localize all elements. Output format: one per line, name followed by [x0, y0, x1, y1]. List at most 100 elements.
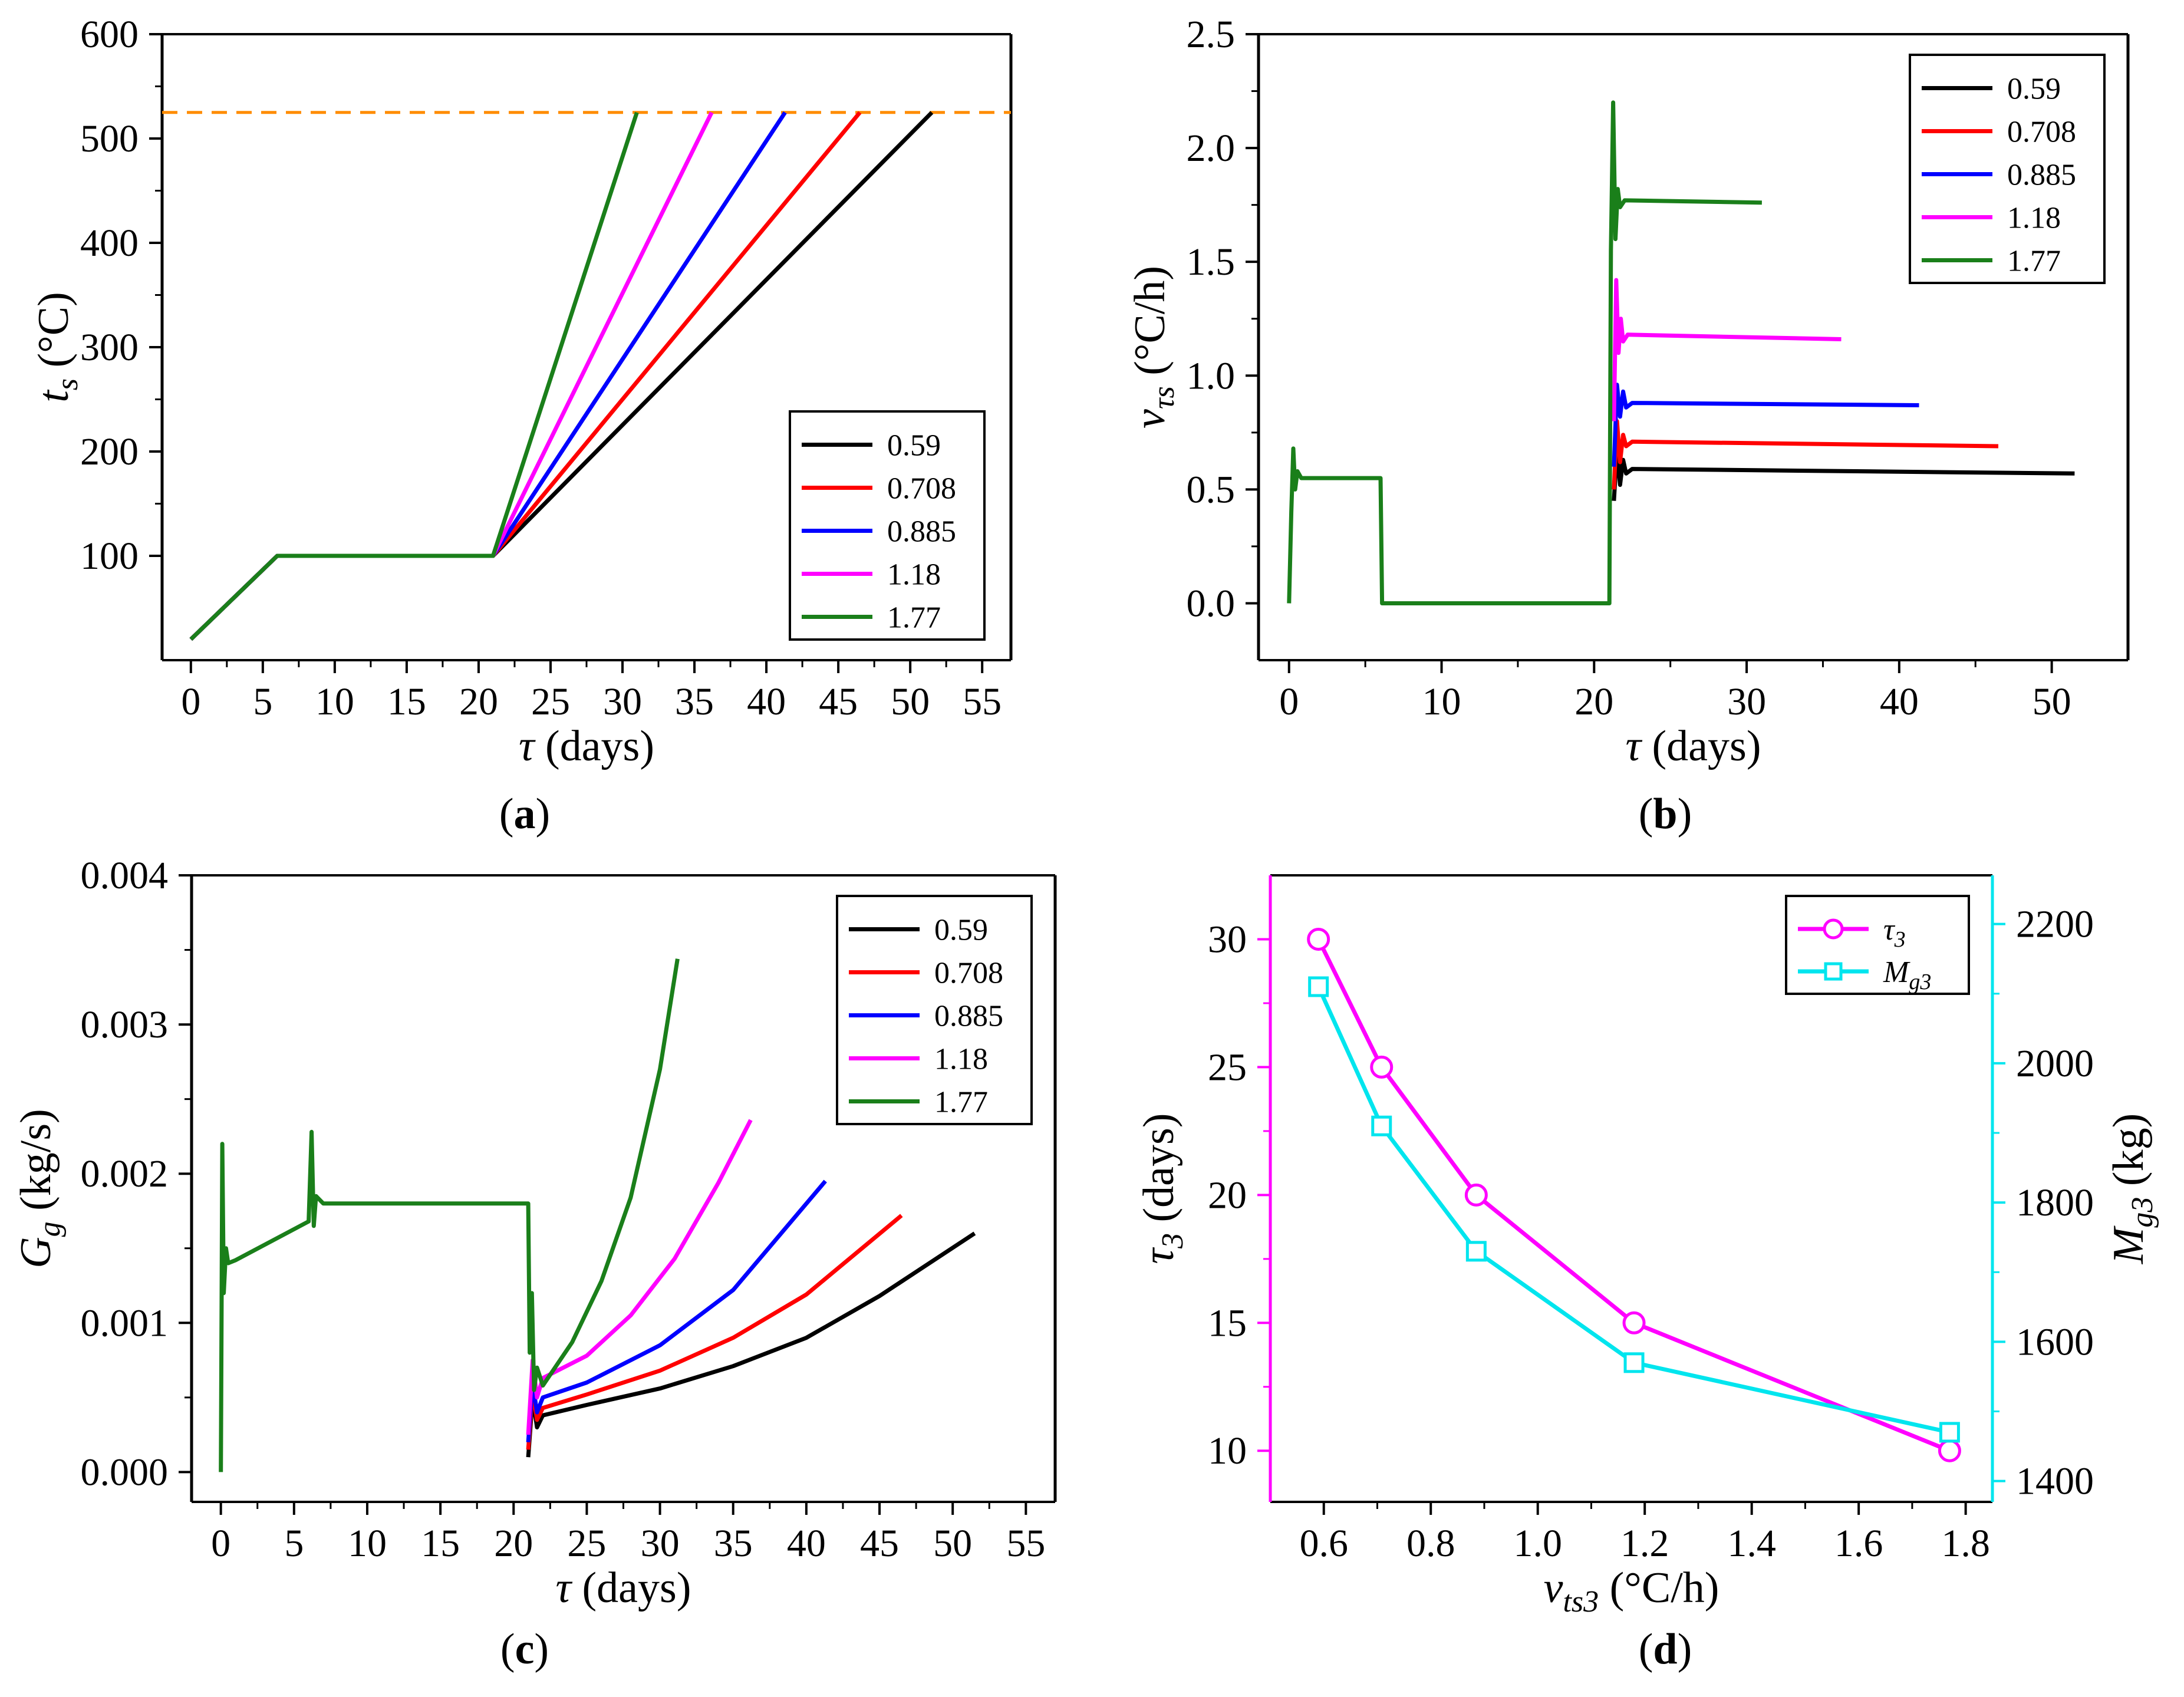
- series-point-Mg3: [1939, 1422, 1960, 1443]
- x-axis-title: τ (days): [519, 722, 654, 770]
- legend-box: [789, 410, 986, 641]
- y-axis-title-symbol: τ: [1135, 1247, 1183, 1264]
- y-tick-label: 20: [1208, 1174, 1247, 1217]
- y-tick-label: 1.0: [1187, 354, 1236, 397]
- x-tick-label: 25: [567, 1522, 606, 1565]
- y-axis-title-unit: (kg/s): [12, 1109, 60, 1221]
- y-tick-label: 100: [80, 535, 139, 578]
- legend-label: 1.18: [887, 558, 941, 592]
- x-tick-label: 0: [1279, 680, 1299, 723]
- caption-letter: d: [1653, 1625, 1677, 1673]
- x-tick-label: 45: [860, 1522, 899, 1565]
- x-axis-title: vts3 (°C/h): [1544, 1564, 1719, 1619]
- caption-paren-open: (: [500, 1625, 515, 1673]
- series-line-0.59: [1612, 446, 2075, 501]
- series-point-Mg3: [1371, 1115, 1392, 1136]
- series-point-Mg3: [1623, 1352, 1645, 1373]
- panel-caption: (c): [500, 1625, 549, 1673]
- y-tick-label: 0.002: [81, 1152, 169, 1195]
- x-axis-title: τ (days): [1626, 722, 1761, 770]
- y-tick-label: 300: [80, 326, 139, 369]
- x-tick-label: 30: [1727, 680, 1766, 723]
- caption-paren-close: ): [536, 790, 551, 838]
- y2-tick-label: 1400: [2016, 1460, 2094, 1503]
- series-point-τ3: [1370, 1055, 1394, 1079]
- y2-axis-title: Mg3 (kg): [2104, 1113, 2159, 1264]
- legend-label: 1.77: [934, 1086, 988, 1119]
- panel-a: 0 5 10 15 20 25 30 35 40 45 50 55 100 200 300 400 500 600…: [29, 13, 1013, 838]
- legend: 0.59 0.708 0.885 1.18 1.77: [836, 895, 1033, 1125]
- x-tick-label: 30: [603, 680, 642, 723]
- x-tick-label: 50: [2033, 680, 2071, 723]
- x-tick-label: 1.2: [1620, 1522, 1669, 1565]
- x-tick-label: 30: [641, 1522, 680, 1565]
- legend-label: 1.77: [2007, 245, 2061, 278]
- y-tick-label: 2.5: [1187, 13, 1236, 56]
- x-tick-label: 0.6: [1299, 1522, 1348, 1565]
- x-tick-label: 10: [1422, 680, 1461, 723]
- x-tick-label: 0: [211, 1522, 230, 1565]
- x-axis-title-symbol: τ: [1626, 722, 1643, 770]
- x-tick-label: 15: [387, 680, 426, 723]
- x-tick-label: 1.8: [1941, 1522, 1990, 1565]
- x-axis-title-unit: (days): [571, 1564, 691, 1612]
- legend-marker: [1824, 962, 1843, 981]
- legend-label: 0.708: [934, 957, 1003, 990]
- panel-c: 0 5 10 15 20 25 30 35 40 45 50 55 0.000 0.001 0.002 0.0…: [12, 854, 1057, 1673]
- y-axis-title-subscript: s: [51, 378, 84, 390]
- legend-label-subscript: 3: [1894, 927, 1906, 952]
- caption-paren-open: (: [499, 790, 514, 838]
- series-line-1.77: [219, 958, 680, 1472]
- legend-label: 1.18: [2007, 202, 2061, 235]
- legend-label: 0.885: [934, 1000, 1003, 1033]
- y-tick-label: 10: [1208, 1429, 1247, 1472]
- legend-label-subscript: g3: [1909, 970, 1931, 994]
- x-tick-label: 0.8: [1406, 1522, 1455, 1565]
- series-point-Mg3: [1465, 1241, 1487, 1262]
- panel-caption: (a): [499, 790, 550, 838]
- y-tick-label: 2.0: [1187, 127, 1236, 170]
- series-point-τ3: [1307, 927, 1330, 951]
- x-tick-label: 20: [494, 1522, 533, 1565]
- legend-box: [1909, 54, 2106, 284]
- series-line-0.885: [1612, 383, 1919, 467]
- series-line-1.18: [1612, 278, 1842, 421]
- caption-paren-open: (: [1639, 790, 1653, 838]
- x-tick-label: 10: [315, 680, 354, 723]
- panel-caption: (b): [1639, 790, 1692, 838]
- series-line-0.885: [189, 111, 787, 641]
- y-axis-title-unit: (°C/h): [1126, 266, 1174, 386]
- x-axis-title-symbol: τ: [519, 722, 536, 770]
- x-tick-label: 40: [787, 1522, 826, 1565]
- y-axis-title-symbol: v: [1126, 409, 1174, 429]
- x-tick-label: 0: [181, 680, 200, 723]
- x-tick-label: 40: [747, 680, 786, 723]
- y-tick-label: 0.5: [1187, 468, 1236, 511]
- y-axis-title-subscript: 3: [1156, 1233, 1190, 1249]
- legend-label: 1.77: [887, 601, 941, 635]
- series-line-0.708: [189, 111, 862, 641]
- panel-caption: (d): [1639, 1625, 1692, 1673]
- legend-label: 0.885: [2007, 159, 2076, 192]
- x-tick-label: 20: [1574, 680, 1613, 723]
- caption-letter: c: [515, 1625, 535, 1673]
- series-line-0.708: [1612, 419, 1999, 490]
- y-axis-title-symbol: G: [12, 1237, 60, 1268]
- legend-box: [1785, 895, 1970, 995]
- x-tick-label: 50: [891, 680, 930, 723]
- panel-d: 0.6 0.8 1.0 1.2 1.4 1.6 1.8 10 15 20 25 30 1400 1600 1…: [1135, 874, 2159, 1673]
- legend-label: 0.59: [2007, 73, 2061, 106]
- y2-axis-title-symbol: M: [2104, 1225, 2153, 1264]
- x-tick-label: 35: [714, 1522, 753, 1565]
- caption-paren-close: ): [1678, 790, 1692, 838]
- legend-label: 0.708: [887, 472, 956, 506]
- legend-marker: [1823, 918, 1844, 940]
- legend-label: Mg3: [1883, 955, 1931, 994]
- y-tick-label: 0.000: [81, 1451, 169, 1494]
- y-tick-label: 500: [80, 117, 139, 160]
- legend-label: τ3: [1883, 913, 1906, 952]
- x-axis-title-subscript: ts3: [1563, 1585, 1599, 1619]
- x-tick-label: 5: [253, 680, 272, 723]
- x-tick-label: 15: [421, 1522, 460, 1565]
